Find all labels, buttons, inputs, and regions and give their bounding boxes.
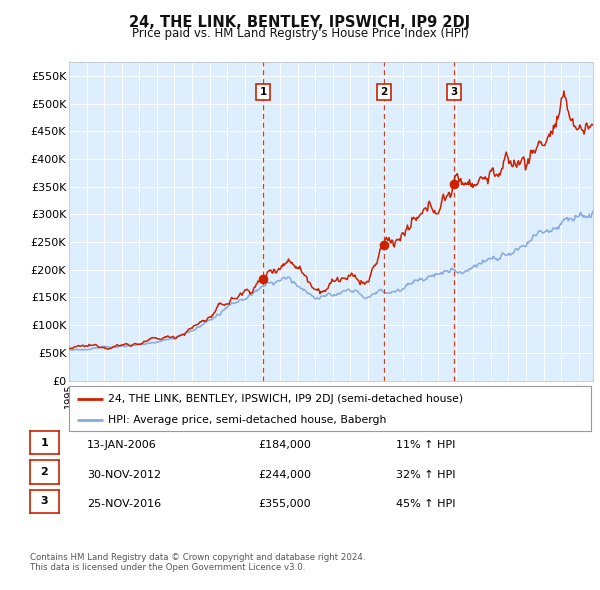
Text: This data is licensed under the Open Government Licence v3.0.: This data is licensed under the Open Gov… bbox=[30, 563, 305, 572]
Text: 13-JAN-2006: 13-JAN-2006 bbox=[87, 441, 157, 450]
Text: 2: 2 bbox=[41, 467, 48, 477]
Text: 30-NOV-2012: 30-NOV-2012 bbox=[87, 470, 161, 480]
Text: 1: 1 bbox=[259, 87, 266, 97]
Text: 3: 3 bbox=[41, 497, 48, 506]
Text: 24, THE LINK, BENTLEY, IPSWICH, IP9 2DJ: 24, THE LINK, BENTLEY, IPSWICH, IP9 2DJ bbox=[130, 15, 470, 30]
Text: 45% ↑ HPI: 45% ↑ HPI bbox=[396, 500, 455, 509]
Text: 3: 3 bbox=[451, 87, 458, 97]
Text: 1: 1 bbox=[41, 438, 48, 447]
Text: HPI: Average price, semi-detached house, Babergh: HPI: Average price, semi-detached house,… bbox=[108, 415, 386, 425]
Text: Price paid vs. HM Land Registry's House Price Index (HPI): Price paid vs. HM Land Registry's House … bbox=[131, 27, 469, 40]
Text: £355,000: £355,000 bbox=[258, 500, 311, 509]
Text: £244,000: £244,000 bbox=[258, 470, 311, 480]
Text: 11% ↑ HPI: 11% ↑ HPI bbox=[396, 441, 455, 450]
Text: 32% ↑ HPI: 32% ↑ HPI bbox=[396, 470, 455, 480]
Text: 24, THE LINK, BENTLEY, IPSWICH, IP9 2DJ (semi-detached house): 24, THE LINK, BENTLEY, IPSWICH, IP9 2DJ … bbox=[108, 394, 463, 404]
Text: 2: 2 bbox=[380, 87, 388, 97]
Text: 25-NOV-2016: 25-NOV-2016 bbox=[87, 500, 161, 509]
Text: £184,000: £184,000 bbox=[258, 441, 311, 450]
Text: Contains HM Land Registry data © Crown copyright and database right 2024.: Contains HM Land Registry data © Crown c… bbox=[30, 553, 365, 562]
